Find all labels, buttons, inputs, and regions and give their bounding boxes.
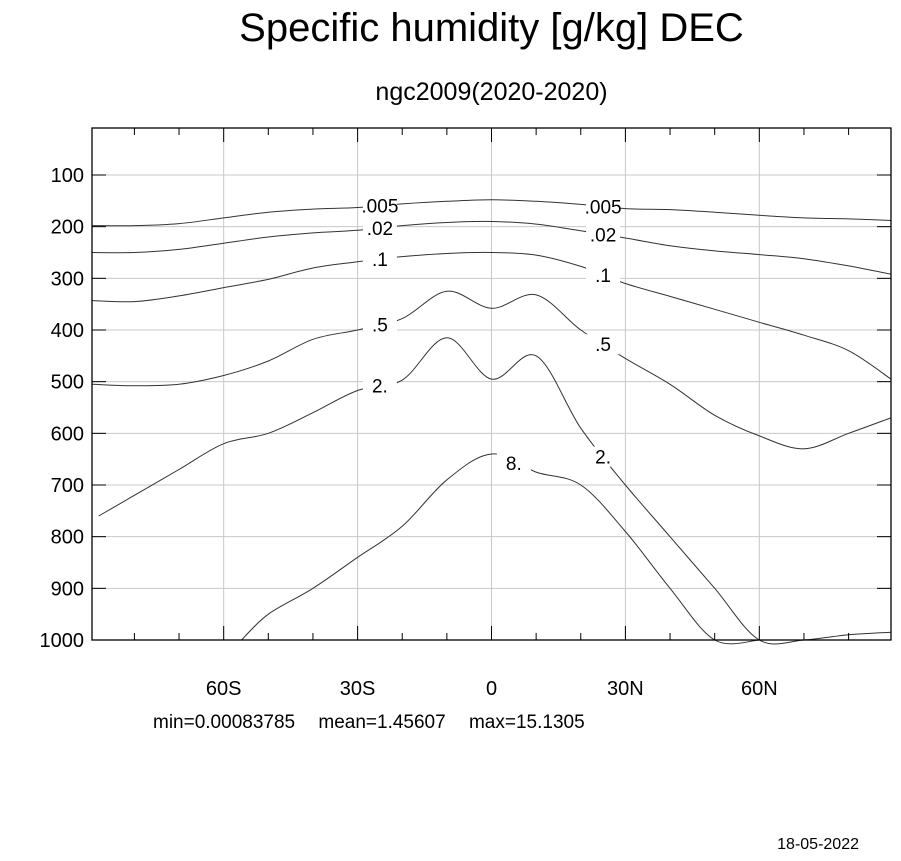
contour-label: 2. <box>595 448 611 469</box>
contour-label: .02 <box>367 219 393 240</box>
contour-lines: .005.005.02.02.1.1.5.52.2.8. <box>91 195 892 645</box>
y-tick-label: 800 <box>51 527 84 549</box>
contour-label: .5 <box>372 315 388 336</box>
y-tick-label: 1000 <box>40 630 85 652</box>
y-tick-label: 500 <box>51 372 84 394</box>
contour-label: .1 <box>595 266 611 287</box>
contour-label: .5 <box>595 335 611 356</box>
y-tick-label: 100 <box>51 165 84 187</box>
contour-label-bg <box>362 314 397 335</box>
contour-line <box>91 251 892 380</box>
stat-max: max=15.1305 <box>468 712 585 733</box>
y-tick-label: 600 <box>51 423 84 445</box>
contour-label-bg <box>586 334 621 355</box>
contour-line <box>91 220 892 275</box>
stats-line: min=0.00083785 mean=1.45607 max=15.1305 <box>153 711 603 735</box>
contour-label-bg <box>586 446 621 467</box>
y-tick-label: 300 <box>51 268 84 290</box>
y-tick-label: 200 <box>51 217 84 239</box>
grid-lines <box>92 128 891 640</box>
contour-label: .02 <box>590 225 616 246</box>
chart-title: Specific humidity [g/kg] DEC <box>239 6 744 50</box>
x-tick-label: 60S <box>206 678 242 700</box>
chart-subtitle: ngc2009(2020-2020) <box>375 78 608 106</box>
x-tick-label: 30N <box>607 678 644 700</box>
contour-label-bg <box>362 217 397 238</box>
contour-label-bg <box>362 375 397 396</box>
contour-label: 8. <box>506 454 522 475</box>
contour-label-bg <box>586 196 621 217</box>
contour-label-bg <box>496 453 531 474</box>
x-tick-label: 30S <box>340 678 376 700</box>
x-tick-label: 0 <box>486 678 497 700</box>
contour-line <box>91 199 892 227</box>
stat-mean: mean=1.45607 <box>318 712 446 733</box>
x-tick-label: 60N <box>741 678 778 700</box>
contour-line <box>241 453 760 645</box>
contour-label: .1 <box>372 250 388 271</box>
date-stamp: 18-05-2022 <box>777 836 859 853</box>
plot-frame <box>91 127 892 641</box>
contour-label-bg <box>362 249 397 270</box>
contour-label-bg <box>586 264 621 285</box>
contour-line <box>91 290 892 450</box>
stat-min: min=0.00083785 <box>153 712 296 733</box>
contour-label-bg <box>362 195 397 216</box>
contour-label: 2. <box>372 376 388 397</box>
contour-line <box>98 337 892 645</box>
contour-label-bg <box>586 224 621 245</box>
y-tick-label: 400 <box>51 320 84 342</box>
contour-label: .005 <box>361 197 398 218</box>
y-tick-label: 900 <box>51 578 84 600</box>
contour-label: .005 <box>585 198 622 219</box>
y-tick-label: 700 <box>51 475 84 497</box>
tick-labels: 60S 30S 0 30N 60N 100 200 300 400 500 600 700 800 900… <box>40 165 778 700</box>
